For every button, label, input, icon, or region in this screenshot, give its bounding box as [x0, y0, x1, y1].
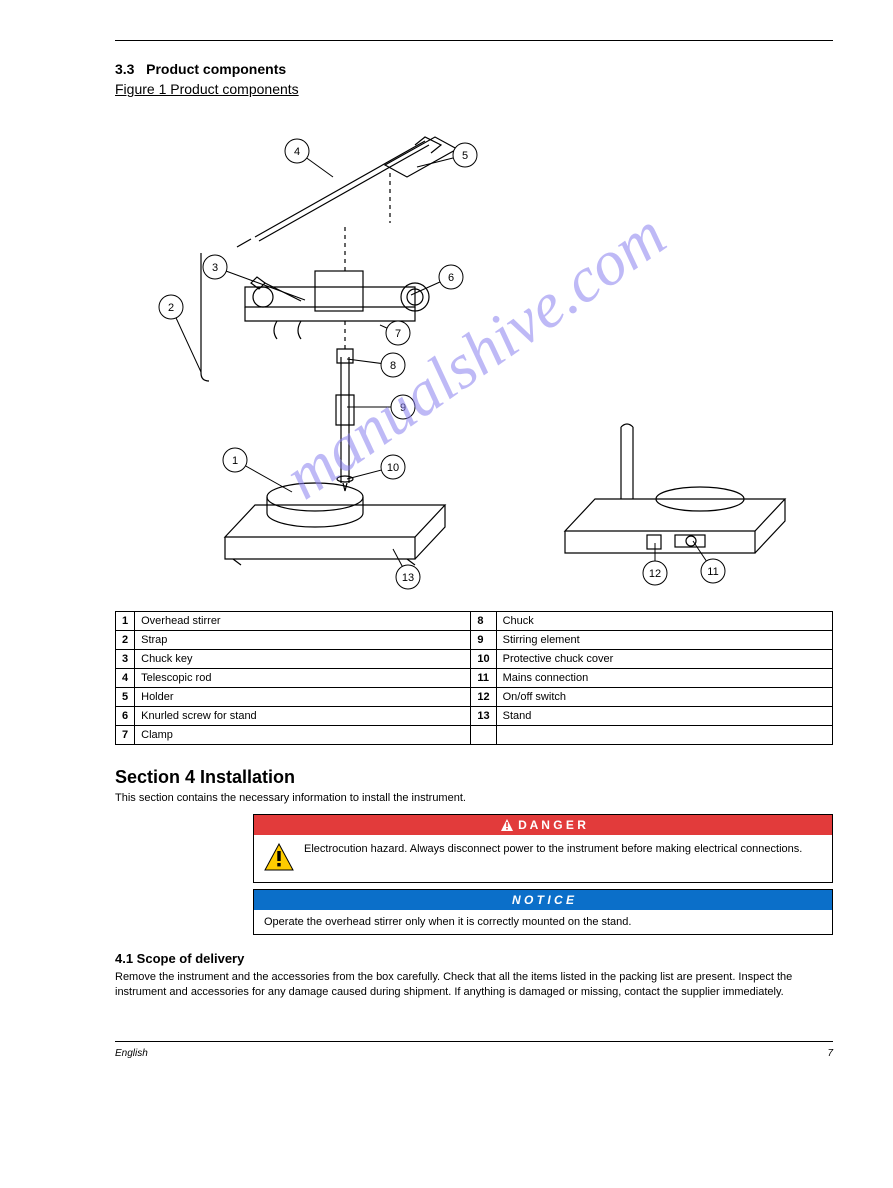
callout-label-6: 6	[448, 272, 454, 284]
rod-holder	[237, 137, 457, 247]
footer-right: 7	[827, 1048, 833, 1059]
part-number: 3	[116, 650, 135, 669]
table-row: 6Knurled screw for stand13Stand	[116, 707, 833, 726]
section-number: 3.3	[115, 61, 134, 77]
part-number: 13	[471, 707, 496, 726]
callout-label-2: 2	[168, 302, 174, 314]
stand-base-right	[565, 424, 785, 553]
callout-label-12: 12	[649, 568, 661, 580]
product-figure: 12345678910111213 manualshive.com	[115, 107, 835, 605]
callout-label-4: 4	[294, 146, 300, 158]
footer-left: English	[115, 1048, 148, 1059]
part-desc: Knurled screw for stand	[135, 707, 471, 726]
part-desc: Overhead stirrer	[135, 612, 471, 631]
part-desc: Strap	[135, 631, 471, 650]
part-desc: Stirring element	[496, 631, 832, 650]
part-number: 12	[471, 688, 496, 707]
part-number: 11	[471, 669, 496, 688]
callout-label-9: 9	[400, 402, 406, 414]
part-number: 7	[116, 726, 135, 745]
part-desc: Telescopic rod	[135, 669, 471, 688]
callout-label-7: 7	[395, 328, 401, 340]
table-row: 2Strap9Stirring element	[116, 631, 833, 650]
part-number: 4	[116, 669, 135, 688]
danger-heading: D A N G E R	[254, 815, 832, 835]
section-4-1: 4.1 Scope of delivery Remove the instrum…	[115, 951, 833, 1001]
alert-triangle-icon	[500, 818, 514, 832]
callout-label-1: 1	[232, 455, 238, 467]
part-number: 6	[116, 707, 135, 726]
part-desc: Clamp	[135, 726, 471, 745]
danger-body-row: Electrocution hazard. Always disconnect …	[254, 835, 832, 882]
part-number: 2	[116, 631, 135, 650]
callout-label-8: 8	[390, 360, 396, 372]
table-row: 3Chuck key10Protective chuck cover	[116, 650, 833, 669]
top-rule	[115, 40, 833, 41]
section-4: Section 4 Installation This section cont…	[115, 767, 833, 935]
danger-heading-text: D A N G E R	[518, 818, 586, 832]
footer: English 7	[115, 1041, 833, 1059]
parts-table: 1Overhead stirrer8Chuck2Strap9Stirring e…	[115, 611, 833, 745]
section-4-1-heading: 4.1 Scope of delivery	[115, 951, 833, 966]
part-number: 8	[471, 612, 496, 631]
part-desc: On/off switch	[496, 688, 832, 707]
callout-label-5: 5	[462, 150, 468, 162]
notice-body: Operate the overhead stirrer only when i…	[254, 910, 832, 934]
table-row: 1Overhead stirrer8Chuck	[116, 612, 833, 631]
part-desc: Chuck	[496, 612, 832, 631]
callout-label-3: 3	[212, 262, 218, 274]
part-number: 1	[116, 612, 135, 631]
section-4-1-body: Remove the instrument and the accessorie…	[115, 970, 833, 1001]
part-desc	[496, 726, 832, 745]
callout-label-13: 13	[402, 572, 414, 584]
section-3-3: 3.3 Product components Figure 1 Product …	[115, 61, 833, 745]
table-row: 7Clamp	[116, 726, 833, 745]
part-number	[471, 726, 496, 745]
product-diagram-svg: 12345678910111213	[115, 107, 835, 605]
danger-body-text: Electrocution hazard. Always disconnect …	[304, 843, 802, 855]
part-desc: Chuck key	[135, 650, 471, 669]
part-number: 5	[116, 688, 135, 707]
danger-box: D A N G E R Electrocution hazard. Always…	[253, 814, 833, 883]
part-desc: Protective chuck cover	[496, 650, 832, 669]
callout-label-11: 11	[707, 566, 718, 578]
callout-label-10: 10	[387, 462, 399, 474]
section-title-text: Product components	[146, 61, 286, 77]
table-row: 5Holder12On/off switch	[116, 688, 833, 707]
part-desc: Mains connection	[496, 669, 832, 688]
part-desc: Holder	[135, 688, 471, 707]
notice-heading: N O T I C E	[254, 890, 832, 910]
notice-box: N O T I C E Operate the overhead stirrer…	[253, 889, 833, 935]
part-number: 9	[471, 631, 496, 650]
part-number: 10	[471, 650, 496, 669]
figure-label: Figure 1 Product components	[115, 81, 833, 97]
warning-triangle-icon	[264, 843, 294, 874]
section-number-title: 3.3 Product components	[115, 61, 833, 77]
section-4-lead: This section contains the necessary info…	[115, 792, 833, 804]
stand-base-left	[225, 483, 445, 565]
stirring-assembly	[336, 349, 354, 491]
part-desc: Stand	[496, 707, 832, 726]
section-4-title: Section 4 Installation	[115, 767, 833, 788]
table-row: 4Telescopic rod11Mains connection	[116, 669, 833, 688]
